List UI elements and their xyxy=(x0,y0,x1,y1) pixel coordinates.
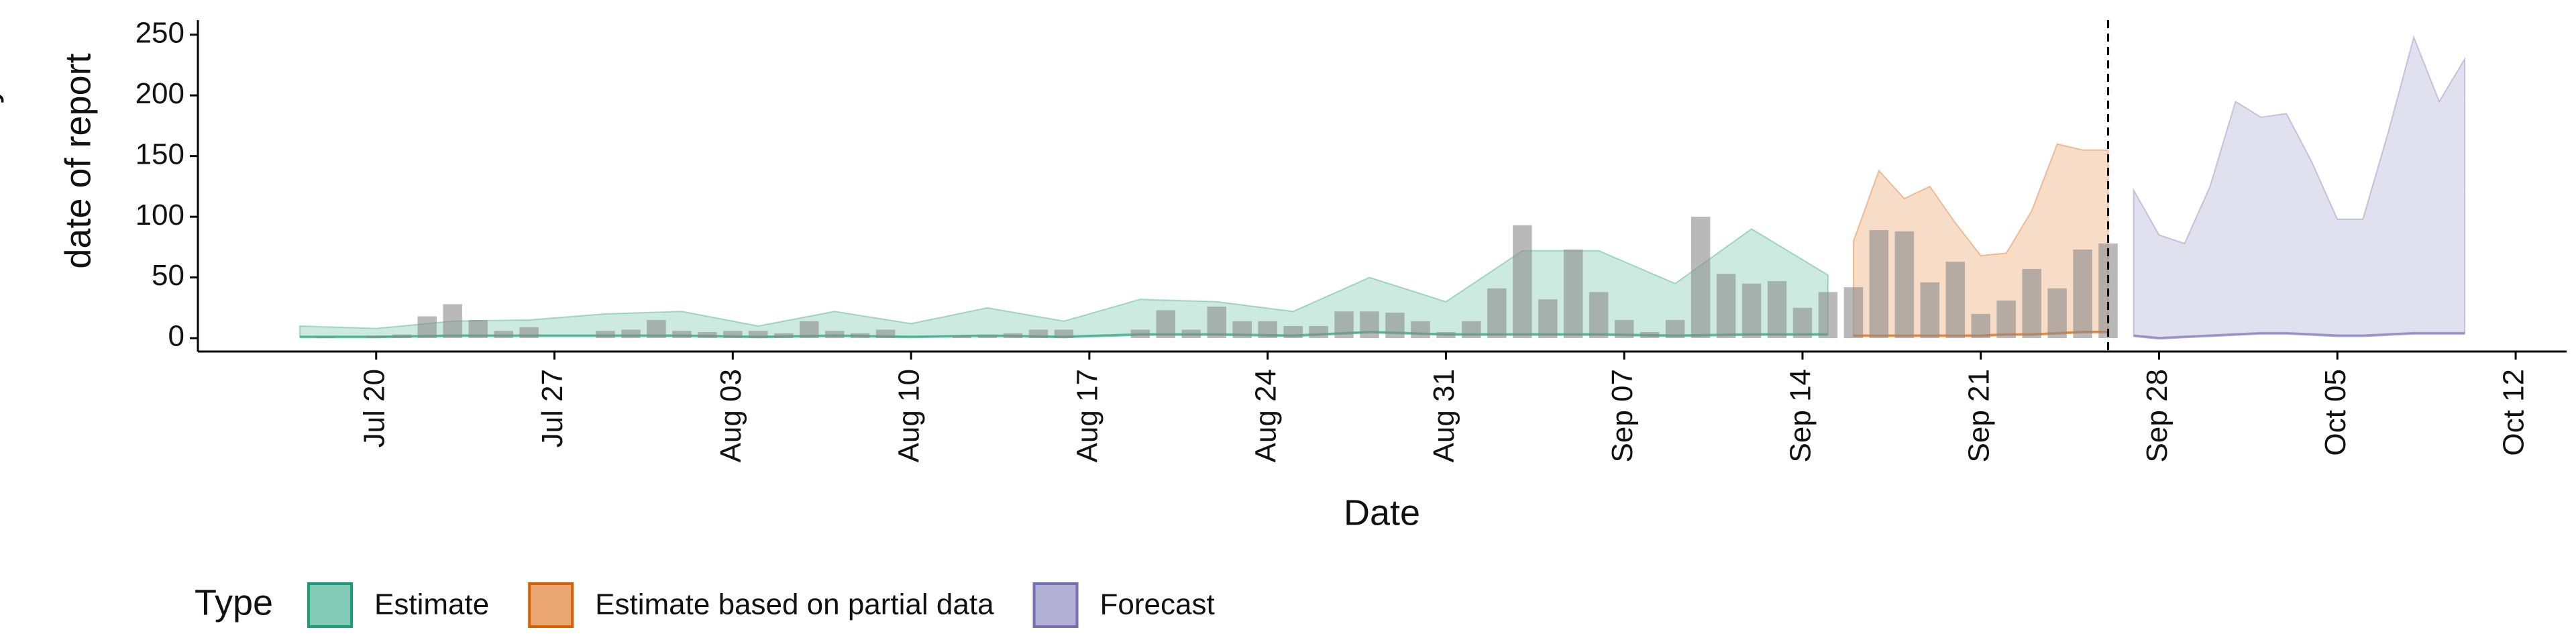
y-tick-label: 250 xyxy=(136,16,184,49)
x-axis-title: Date xyxy=(1344,492,1420,533)
bar xyxy=(1334,311,1354,339)
bar xyxy=(1894,231,1915,339)
bar xyxy=(2073,250,2092,339)
legend-title: Type xyxy=(195,582,273,623)
bar xyxy=(774,333,794,339)
bar xyxy=(519,327,539,339)
bar xyxy=(1054,329,1074,339)
bar xyxy=(1869,230,1889,339)
bar xyxy=(1971,313,1990,339)
y-tick-label: 100 xyxy=(136,199,184,231)
bar xyxy=(1258,321,1277,339)
ribbon xyxy=(1852,143,2109,337)
bar xyxy=(1232,321,1252,339)
bar xyxy=(1640,332,1660,339)
bar xyxy=(1614,319,1634,339)
bar xyxy=(392,334,411,339)
bar xyxy=(596,331,615,339)
x-tick-label: Sep 28 xyxy=(2141,369,2174,462)
bar xyxy=(443,304,462,339)
y-tick-label: 150 xyxy=(136,138,184,170)
legend-label: Estimate based on partial data xyxy=(595,588,994,621)
bar xyxy=(1360,311,1379,339)
bar xyxy=(2022,268,2041,339)
bar xyxy=(1028,329,1049,339)
x-tick-label: Sep 14 xyxy=(1784,369,1817,462)
bar xyxy=(1513,225,1532,339)
bar xyxy=(672,331,692,339)
bar xyxy=(1690,217,1711,339)
bar xyxy=(1945,262,1966,339)
x-tick-label: Aug 17 xyxy=(1071,369,1104,462)
y-tick-label: 0 xyxy=(168,320,184,353)
legend-label: Forecast xyxy=(1100,588,1215,621)
bar xyxy=(1003,333,1023,339)
ribbon xyxy=(2133,35,2466,339)
bar xyxy=(647,319,666,339)
y-tick-label: 200 xyxy=(136,77,184,110)
x-tick-label: Aug 03 xyxy=(714,369,747,462)
y-axis-title: date of report xyxy=(58,53,98,268)
bar xyxy=(1792,307,1813,339)
bar xyxy=(1741,283,1762,339)
legend-label: Estimate xyxy=(374,588,489,621)
legend-swatch xyxy=(1032,582,1079,628)
x-tick-label: Jul 27 xyxy=(536,369,569,447)
y-axis-title: Cases by xyxy=(0,85,4,236)
x-tick-label: Sep 07 xyxy=(1606,369,1639,462)
bar xyxy=(952,335,972,339)
bar xyxy=(1589,292,1609,339)
bar xyxy=(1996,301,2016,339)
bar xyxy=(1385,313,1405,339)
bar xyxy=(1462,321,1481,339)
y-tick-label: 50 xyxy=(152,259,184,292)
bar xyxy=(494,331,513,339)
bar xyxy=(315,337,335,339)
legend-swatch xyxy=(307,582,353,628)
legend-swatch xyxy=(528,582,574,628)
bar xyxy=(723,331,743,339)
x-tick-label: Oct 05 xyxy=(2319,369,2352,456)
bar xyxy=(1207,307,1226,339)
bar xyxy=(1843,287,1864,339)
bar xyxy=(698,332,717,339)
ribbon-lower-line xyxy=(2133,331,2465,340)
bar xyxy=(1156,310,1176,339)
bar xyxy=(1716,274,1736,339)
x-tick-label: Aug 31 xyxy=(1428,369,1460,462)
x-tick-label: Oct 12 xyxy=(2498,369,2530,456)
bar xyxy=(977,335,998,339)
bar xyxy=(799,321,819,339)
bar xyxy=(1767,281,1787,339)
bar xyxy=(850,333,870,339)
bar xyxy=(366,335,386,339)
bar xyxy=(417,316,437,339)
x-tick-label: Aug 24 xyxy=(1249,369,1282,462)
bar xyxy=(1130,329,1150,339)
bar xyxy=(1283,326,1303,339)
bar xyxy=(749,331,768,339)
bar xyxy=(621,329,641,339)
x-tick-label: Jul 20 xyxy=(358,369,390,447)
bar xyxy=(1665,319,1685,339)
bar xyxy=(1411,321,1430,339)
bar xyxy=(1487,288,1507,339)
bar xyxy=(2047,288,2067,339)
bar xyxy=(1564,250,1583,339)
bar xyxy=(1920,282,1940,339)
x-tick-label: Sep 21 xyxy=(1962,369,1995,462)
x-tick-label: Aug 10 xyxy=(893,369,926,462)
bar xyxy=(1818,292,1838,339)
bar xyxy=(1538,299,1558,339)
bar xyxy=(468,319,488,339)
bar xyxy=(824,331,845,339)
bar xyxy=(1309,326,1328,339)
bar xyxy=(1181,329,1201,339)
bar xyxy=(875,329,896,339)
bar xyxy=(1436,332,1456,339)
